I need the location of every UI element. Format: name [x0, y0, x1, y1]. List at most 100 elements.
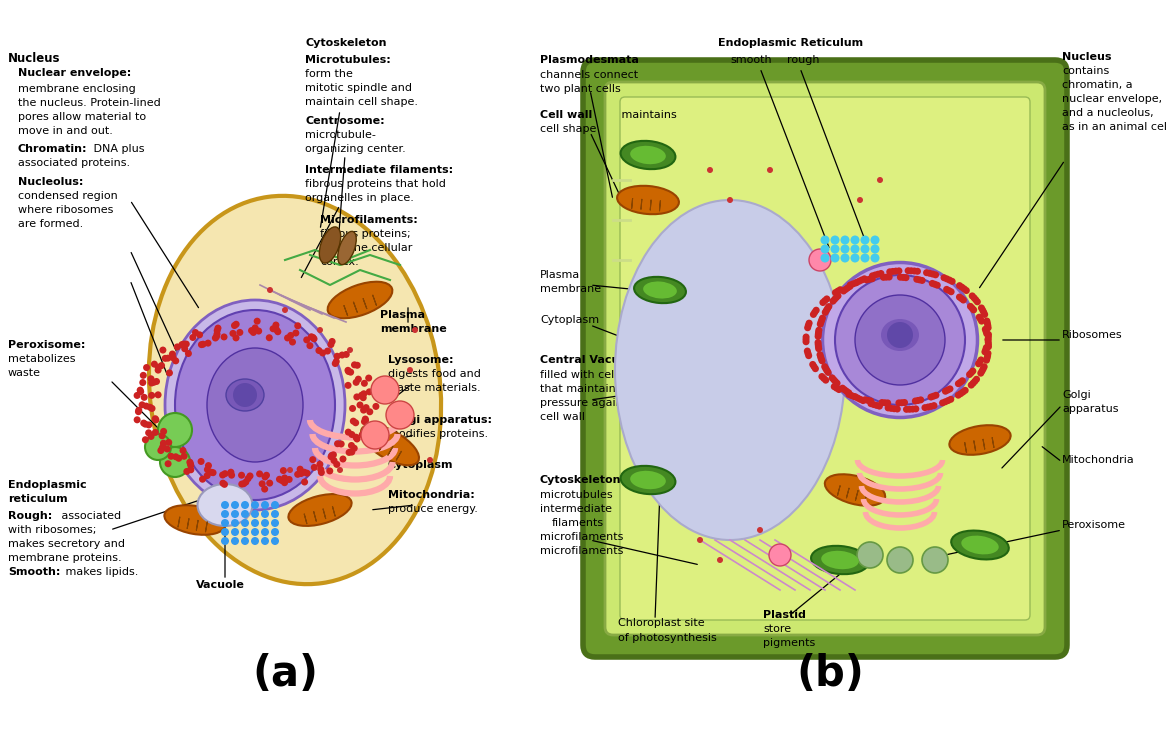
Circle shape	[371, 376, 399, 404]
Text: microfilaments: microfilaments	[540, 546, 624, 556]
Circle shape	[857, 542, 883, 568]
Circle shape	[251, 510, 259, 518]
Circle shape	[888, 405, 895, 412]
Circle shape	[181, 345, 188, 352]
Circle shape	[832, 289, 839, 296]
Circle shape	[843, 388, 850, 395]
Circle shape	[159, 445, 166, 452]
Circle shape	[985, 341, 992, 348]
Circle shape	[968, 369, 975, 377]
Circle shape	[360, 390, 367, 397]
Circle shape	[243, 479, 249, 486]
Circle shape	[861, 253, 869, 263]
Circle shape	[853, 280, 860, 286]
Circle shape	[250, 329, 257, 336]
Circle shape	[412, 327, 418, 333]
Circle shape	[298, 470, 305, 477]
Text: associated: associated	[58, 511, 121, 521]
Circle shape	[220, 471, 227, 479]
Circle shape	[140, 372, 147, 379]
Circle shape	[834, 292, 841, 299]
Circle shape	[841, 253, 849, 263]
Circle shape	[932, 272, 939, 278]
Circle shape	[172, 357, 179, 364]
Circle shape	[135, 408, 142, 415]
Circle shape	[353, 434, 360, 440]
Circle shape	[222, 470, 229, 477]
Circle shape	[347, 347, 353, 353]
Circle shape	[983, 355, 990, 361]
Text: form the cellular: form the cellular	[320, 243, 412, 253]
Circle shape	[926, 270, 933, 277]
Text: Chromatin:: Chromatin:	[18, 144, 88, 154]
Circle shape	[980, 309, 987, 316]
Circle shape	[830, 383, 837, 390]
Circle shape	[707, 167, 712, 173]
Circle shape	[288, 338, 296, 346]
Circle shape	[183, 468, 190, 475]
Circle shape	[804, 347, 811, 355]
Circle shape	[228, 469, 235, 476]
Circle shape	[898, 399, 905, 406]
Circle shape	[932, 392, 939, 399]
Circle shape	[805, 322, 812, 329]
Circle shape	[931, 402, 938, 409]
Circle shape	[985, 333, 992, 341]
Circle shape	[145, 429, 152, 436]
Text: microfilaments: microfilaments	[540, 532, 624, 542]
Circle shape	[140, 394, 147, 401]
Circle shape	[362, 404, 369, 411]
Circle shape	[976, 316, 983, 323]
Text: reticulum: reticulum	[8, 494, 68, 504]
Circle shape	[141, 436, 148, 443]
Text: Peroxisome:: Peroxisome:	[8, 340, 85, 350]
Circle shape	[199, 476, 206, 483]
Text: modifies proteins.: modifies proteins.	[388, 429, 488, 439]
Circle shape	[833, 385, 840, 392]
Circle shape	[255, 327, 262, 335]
Ellipse shape	[631, 470, 666, 489]
Circle shape	[869, 272, 876, 280]
Text: rough: rough	[787, 55, 820, 65]
Circle shape	[175, 455, 182, 462]
Circle shape	[841, 386, 848, 393]
Circle shape	[982, 346, 989, 353]
Circle shape	[929, 280, 936, 287]
Ellipse shape	[148, 196, 442, 584]
Circle shape	[354, 362, 361, 368]
Circle shape	[318, 469, 325, 476]
Circle shape	[181, 453, 188, 459]
Circle shape	[896, 267, 903, 275]
Circle shape	[140, 420, 147, 426]
Circle shape	[385, 401, 413, 429]
Circle shape	[294, 470, 301, 478]
Circle shape	[231, 537, 239, 545]
Circle shape	[985, 324, 992, 331]
Circle shape	[901, 399, 908, 406]
Circle shape	[822, 377, 829, 384]
Circle shape	[959, 388, 966, 396]
Circle shape	[297, 465, 304, 473]
Circle shape	[825, 305, 832, 312]
Text: smooth: smooth	[730, 55, 772, 65]
Circle shape	[860, 397, 867, 404]
Circle shape	[406, 367, 413, 373]
Circle shape	[941, 388, 948, 395]
Circle shape	[260, 528, 269, 536]
Circle shape	[883, 274, 890, 280]
Circle shape	[925, 404, 932, 410]
Text: Microtubules:: Microtubules:	[305, 55, 391, 65]
Text: organizing center.: organizing center.	[305, 144, 405, 154]
Circle shape	[232, 335, 239, 341]
Circle shape	[832, 296, 839, 303]
Circle shape	[819, 373, 826, 380]
Circle shape	[809, 361, 816, 368]
Text: Intermediate filaments:: Intermediate filaments:	[305, 165, 453, 175]
Circle shape	[978, 318, 985, 324]
Circle shape	[959, 284, 966, 291]
Circle shape	[204, 466, 211, 473]
Circle shape	[318, 466, 325, 473]
Circle shape	[244, 475, 251, 482]
Circle shape	[825, 369, 832, 376]
Circle shape	[340, 456, 347, 462]
